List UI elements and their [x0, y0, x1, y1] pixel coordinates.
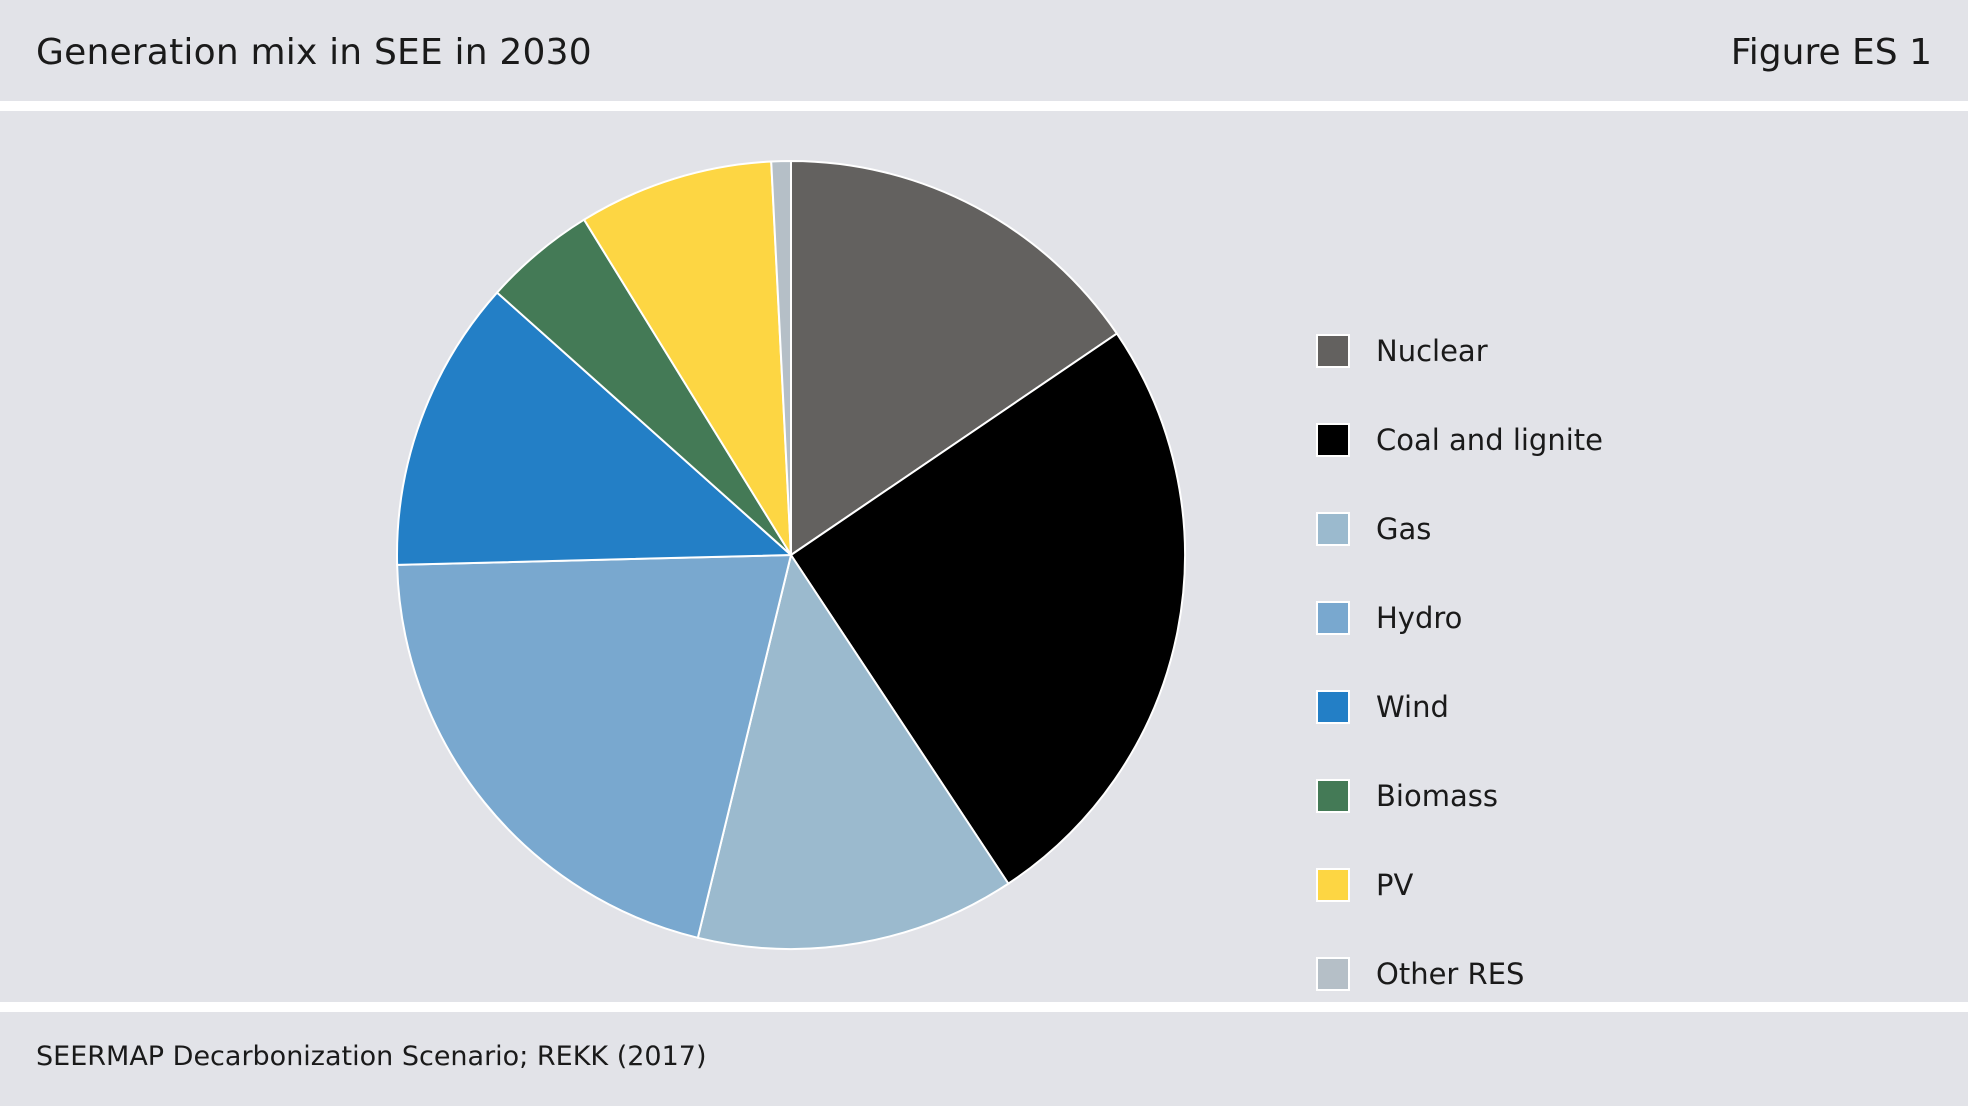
pie-slice-pv [583, 160, 792, 556]
pie-slice-wind [396, 291, 792, 566]
legend-label-gas: Gas [1376, 512, 1432, 546]
legend-swatch-other-res [1316, 957, 1350, 991]
header-bar: Generation mix in SEE in 2030 Figure ES … [0, 0, 1968, 101]
legend-label-coal-and-lignite: Coal and lignite [1376, 423, 1603, 457]
legend-item-wind: Wind [1316, 688, 1716, 728]
legend-swatch-biomass [1316, 779, 1350, 813]
legend-label-biomass: Biomass [1376, 779, 1498, 813]
legend-item-hydro: Hydro [1316, 599, 1716, 639]
pie-chart [396, 160, 1186, 950]
pie-slice-coal-and-lignite [790, 332, 1186, 885]
legend-label-pv: PV [1376, 868, 1414, 902]
legend-item-nuclear: Nuclear [1316, 332, 1716, 372]
chart-panel: Nuclear Coal and lignite Gas Hydro Wind Bioma… [0, 111, 1968, 1002]
legend-swatch-nuclear [1316, 334, 1350, 368]
legend-item-other-res: Other RES [1316, 955, 1716, 995]
source-note: SEERMAP Decarbonization Scenario; REKK (… [36, 1041, 707, 1072]
legend-item-coal-and-lignite: Coal and lignite [1316, 421, 1716, 461]
pie-slice-other-res [770, 160, 792, 556]
legend-swatch-hydro [1316, 601, 1350, 635]
legend-swatch-pv [1316, 868, 1350, 902]
legend-label-hydro: Hydro [1376, 601, 1463, 635]
legend-label-wind: Wind [1376, 690, 1449, 724]
pie-slice-nuclear [790, 160, 1118, 556]
pie-slice-gas [696, 554, 1010, 950]
pie-slice-hydro [396, 554, 792, 939]
legend-item-gas: Gas [1316, 510, 1716, 550]
legend-swatch-gas [1316, 512, 1350, 546]
figure-label: Figure ES 1 [1730, 32, 1932, 73]
legend-label-nuclear: Nuclear [1376, 334, 1488, 368]
legend-item-biomass: Biomass [1316, 777, 1716, 817]
legend-label-other-res: Other RES [1376, 957, 1525, 991]
footer-bar [0, 1012, 1968, 1106]
legend-swatch-wind [1316, 690, 1350, 724]
legend-swatch-coal-and-lignite [1316, 423, 1350, 457]
chart-title: Generation mix in SEE in 2030 [36, 32, 592, 73]
legend-item-pv: PV [1316, 866, 1716, 906]
